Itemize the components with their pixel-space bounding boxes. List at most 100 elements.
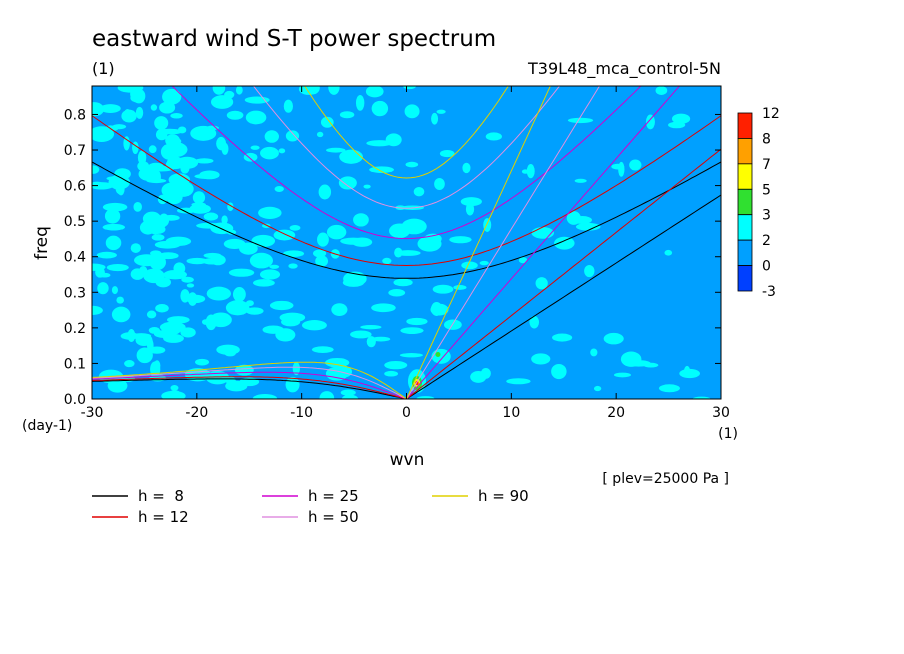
colorbar-swatch bbox=[737, 265, 753, 292]
power-patch bbox=[191, 202, 206, 208]
power-patch bbox=[371, 100, 389, 117]
y-tick-label: 0.8 bbox=[64, 107, 86, 123]
power-patch bbox=[137, 150, 147, 165]
power-patch bbox=[365, 86, 384, 98]
curve-ig-h90 bbox=[304, 86, 509, 179]
colorbar-swatch bbox=[737, 163, 753, 190]
power-patch bbox=[658, 384, 680, 393]
power-patch bbox=[130, 243, 141, 253]
power-patch bbox=[331, 303, 348, 317]
power-patch bbox=[206, 286, 231, 301]
power-patch bbox=[529, 315, 540, 329]
y-tick-label: 0.1 bbox=[64, 356, 86, 372]
power-patch bbox=[92, 165, 100, 174]
colorbar-label: 12 bbox=[762, 106, 780, 122]
power-patch bbox=[462, 162, 471, 174]
power-patch bbox=[317, 232, 329, 247]
y-axis: 0.0 0.1 0.2 0.3 0.4 0.5 0.6 0.7 0.8 bbox=[64, 107, 721, 408]
power-patch bbox=[406, 317, 428, 326]
power-patch bbox=[338, 176, 357, 190]
power-patch bbox=[384, 360, 408, 370]
power-patch bbox=[170, 385, 179, 391]
power-patch bbox=[279, 312, 306, 323]
x-tick-label: 10 bbox=[502, 405, 520, 421]
power-patch bbox=[506, 378, 531, 385]
power-patch bbox=[526, 164, 535, 179]
power-patch bbox=[551, 363, 567, 380]
power-patch bbox=[132, 88, 146, 104]
power-patch bbox=[104, 208, 121, 224]
y-axis-label: freq bbox=[32, 226, 52, 260]
power-patch bbox=[269, 264, 280, 269]
power-patch bbox=[216, 136, 227, 151]
colorbar-swatch bbox=[737, 239, 753, 266]
power-patch bbox=[326, 147, 346, 153]
power-patch bbox=[339, 111, 355, 119]
power-patch bbox=[212, 86, 226, 95]
curve-rossby-h12 bbox=[92, 376, 407, 399]
power-patch bbox=[146, 310, 157, 319]
power-patch bbox=[355, 94, 365, 111]
curve-ig-h50 bbox=[252, 86, 561, 209]
curve-kelvin-h25 bbox=[406, 86, 681, 399]
power-patch bbox=[350, 330, 372, 339]
power-patch bbox=[148, 145, 157, 154]
power-patch bbox=[195, 158, 214, 164]
power-patch bbox=[431, 348, 451, 364]
legend-label: h = 90 bbox=[478, 487, 529, 505]
power-patch bbox=[480, 368, 491, 379]
power-patch bbox=[460, 197, 482, 207]
power-patch bbox=[318, 184, 332, 200]
power-patch bbox=[262, 223, 271, 229]
peak-spot bbox=[435, 352, 441, 358]
curve-rossby-h25 bbox=[92, 371, 407, 399]
power-patch bbox=[278, 148, 286, 154]
power-patch bbox=[590, 348, 598, 357]
power-patch bbox=[320, 116, 334, 128]
power-patch bbox=[111, 286, 118, 295]
colorbar-label: 5 bbox=[762, 182, 771, 198]
power-patch bbox=[186, 283, 195, 288]
power-patch bbox=[195, 358, 210, 366]
power-patch bbox=[351, 237, 373, 247]
power-patch bbox=[431, 112, 439, 125]
chart-title: eastward wind S-T power spectrum bbox=[92, 26, 496, 52]
power-patch bbox=[485, 132, 502, 141]
power-patch bbox=[123, 136, 130, 151]
colorbar-swatch bbox=[737, 188, 753, 216]
power-patch bbox=[186, 257, 208, 265]
power-patch bbox=[163, 321, 182, 335]
power-patch bbox=[436, 109, 446, 114]
power-patch bbox=[228, 268, 255, 277]
power-patch bbox=[461, 261, 478, 270]
power-patch bbox=[205, 314, 217, 331]
power-patch bbox=[395, 250, 421, 256]
power-patch bbox=[668, 121, 686, 129]
power-patch bbox=[95, 266, 105, 278]
power-patch bbox=[245, 307, 264, 315]
power-patch bbox=[245, 300, 254, 307]
legend-label: h = 25 bbox=[308, 487, 359, 505]
power-patch bbox=[679, 368, 701, 379]
power-patch bbox=[157, 252, 179, 260]
power-patch bbox=[319, 391, 335, 399]
curve-kelvin-h12 bbox=[406, 148, 721, 399]
power-patch bbox=[154, 116, 169, 130]
power-patch bbox=[252, 394, 278, 399]
power-patch bbox=[116, 296, 124, 304]
power-patch bbox=[273, 229, 296, 241]
power-patch bbox=[92, 181, 105, 189]
curve-ig-h8 bbox=[92, 161, 721, 279]
power-patch bbox=[258, 206, 282, 219]
power-patch bbox=[439, 149, 455, 158]
plev-note: [ plev=25000 Pa ] bbox=[602, 471, 729, 487]
legend-label: h = 12 bbox=[138, 508, 189, 526]
power-patch bbox=[479, 260, 489, 266]
power-patch bbox=[226, 110, 244, 120]
power-patch bbox=[325, 357, 350, 368]
power-patch bbox=[180, 327, 196, 338]
power-patch bbox=[181, 276, 194, 283]
power-patch bbox=[133, 201, 142, 212]
x-tick-label: -20 bbox=[185, 405, 208, 421]
colorbar: 12 8 7 5 3 2 0 -3 bbox=[737, 106, 780, 300]
